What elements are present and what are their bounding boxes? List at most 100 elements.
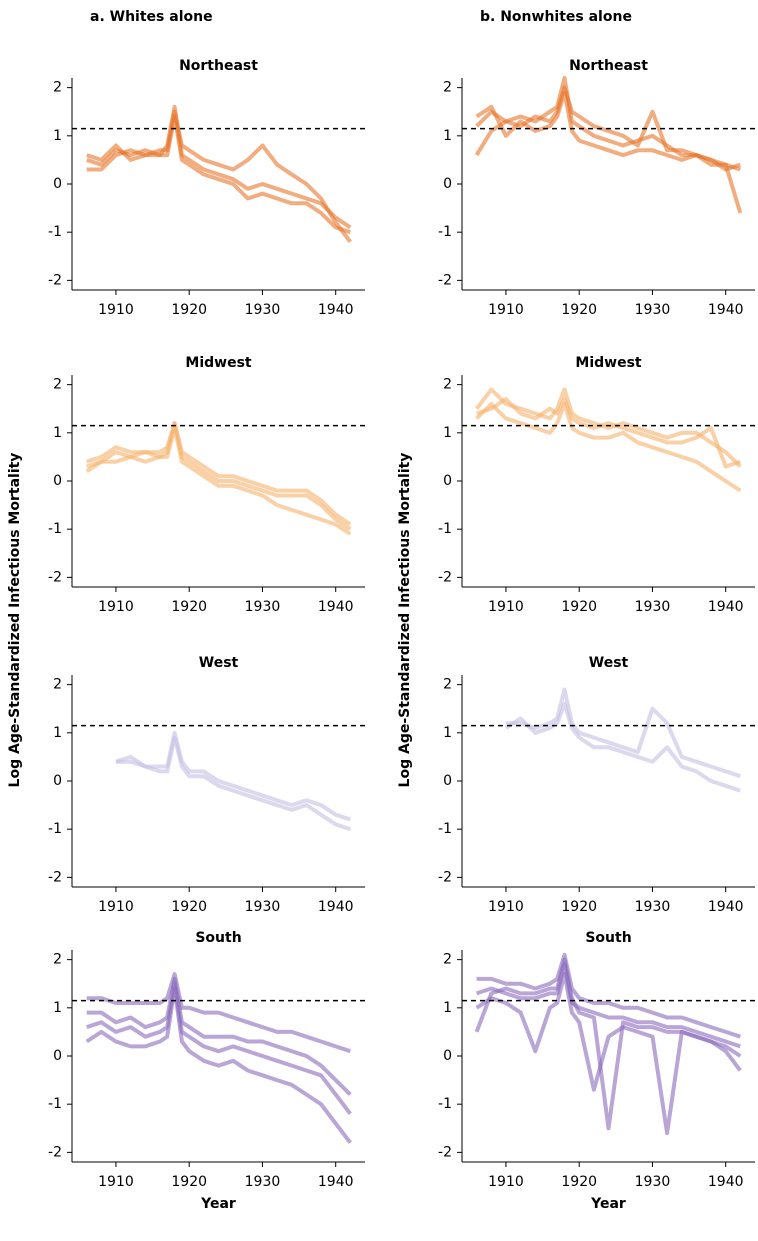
x-tick-label: 1930	[635, 1174, 671, 1190]
y-tick-label: 2	[53, 377, 62, 393]
series-line	[474, 957, 742, 1131]
y-tick-label: 2	[443, 377, 452, 393]
x-tick-label: 1920	[561, 899, 597, 915]
y-tick-label: 0	[443, 176, 452, 192]
y-tick-label: 0	[53, 176, 62, 192]
series-line	[85, 426, 352, 536]
series-line	[86, 976, 352, 1096]
y-tick-label: 2	[53, 80, 62, 96]
series-line	[475, 90, 741, 172]
y-tick-label: -2	[48, 1144, 62, 1160]
x-tick-label: 1940	[708, 1174, 744, 1190]
x-tick-label: 1910	[98, 899, 134, 915]
series-line	[115, 735, 351, 832]
y-tick-label: -1	[48, 224, 62, 240]
y-tick-label: 0	[443, 473, 452, 489]
y-tick-label: -1	[438, 521, 452, 537]
series-line	[86, 104, 352, 230]
x-tick-label: 1920	[171, 302, 207, 318]
panel-title: Midwest	[575, 355, 642, 371]
x-tick-label: 1920	[561, 302, 597, 318]
y-tick-label: -1	[48, 1096, 62, 1112]
y-tick-label: -1	[438, 224, 452, 240]
x-tick-label: 1910	[98, 599, 134, 615]
y-tick-label: 0	[443, 773, 452, 789]
series-line	[475, 387, 742, 468]
y-tick-label: 2	[443, 80, 452, 96]
x-tick-label: 1910	[488, 1174, 524, 1190]
x-tick-label: 1940	[708, 302, 744, 318]
series-line	[86, 109, 352, 244]
x-tick-label: 1920	[171, 899, 207, 915]
y-tick-label: -1	[48, 521, 62, 537]
series-line	[86, 114, 351, 235]
x-tick-label: 1910	[488, 899, 524, 915]
y-axis-title: Log Age-Standardized Infectious Mortalit…	[397, 453, 413, 788]
panel-title: Midwest	[185, 355, 252, 371]
x-tick-label: 1940	[318, 599, 354, 615]
panel-title: Northeast	[569, 58, 648, 74]
x-tick-label: 1920	[171, 599, 207, 615]
y-tick-label: 1	[443, 1000, 452, 1016]
y-tick-label: -2	[438, 1144, 452, 1160]
x-tick-label: 1920	[561, 1174, 597, 1190]
series-line	[115, 730, 351, 822]
y-tick-label: -2	[48, 569, 62, 585]
y-tick-label: -1	[438, 1096, 452, 1112]
x-axis-title: Year	[590, 1196, 626, 1212]
series-line	[505, 687, 741, 779]
panel-title: South	[585, 930, 631, 946]
column-title: b. Nonwhites alone	[480, 9, 632, 25]
x-tick-label: 1930	[245, 1174, 281, 1190]
series-line	[86, 421, 352, 527]
y-tick-label: 0	[53, 473, 62, 489]
y-tick-label: 1	[53, 1000, 62, 1016]
y-tick-label: 1	[53, 128, 62, 144]
y-tick-label: 2	[53, 677, 62, 693]
x-axis-title: Year	[200, 1196, 236, 1212]
y-tick-label: 1	[443, 725, 452, 741]
x-tick-label: 1930	[245, 302, 281, 318]
column-title: a. Whites alone	[90, 9, 213, 25]
x-tick-label: 1940	[708, 899, 744, 915]
y-tick-label: -2	[438, 869, 452, 885]
series-line	[86, 981, 352, 1116]
panel-title: Northeast	[179, 58, 258, 74]
x-tick-label: 1930	[635, 302, 671, 318]
panel-title: South	[195, 930, 241, 946]
x-tick-label: 1910	[488, 302, 524, 318]
series-line	[475, 397, 741, 469]
y-tick-label: 0	[53, 773, 62, 789]
x-tick-label: 1920	[561, 599, 597, 615]
y-tick-label: 1	[53, 725, 62, 741]
x-tick-label: 1940	[318, 1174, 354, 1190]
y-tick-label: 0	[53, 1048, 62, 1064]
series-line	[86, 972, 351, 1054]
x-tick-label: 1940	[708, 599, 744, 615]
y-axis-title: Log Age-Standardized Infectious Mortalit…	[7, 453, 23, 788]
series-line	[85, 986, 352, 1144]
y-tick-label: 1	[53, 425, 62, 441]
x-tick-label: 1940	[318, 899, 354, 915]
x-tick-label: 1930	[635, 899, 671, 915]
y-tick-label: 1	[443, 425, 452, 441]
y-tick-label: 2	[443, 952, 452, 968]
y-tick-label: 0	[443, 1048, 452, 1064]
x-tick-label: 1930	[245, 599, 281, 615]
series-line	[504, 701, 741, 793]
y-tick-label: -2	[438, 272, 452, 288]
series-line	[475, 962, 741, 1049]
series-line	[86, 421, 352, 531]
x-tick-label: 1930	[245, 899, 281, 915]
series-line	[476, 952, 741, 1039]
series-line	[475, 401, 742, 493]
y-tick-label: -2	[438, 569, 452, 585]
y-tick-label: -1	[48, 821, 62, 837]
y-tick-label: -2	[48, 272, 62, 288]
y-tick-label: 1	[443, 128, 452, 144]
x-tick-label: 1910	[98, 1174, 134, 1190]
x-tick-label: 1930	[635, 599, 671, 615]
y-tick-label: 2	[443, 677, 452, 693]
x-tick-label: 1920	[171, 1174, 207, 1190]
